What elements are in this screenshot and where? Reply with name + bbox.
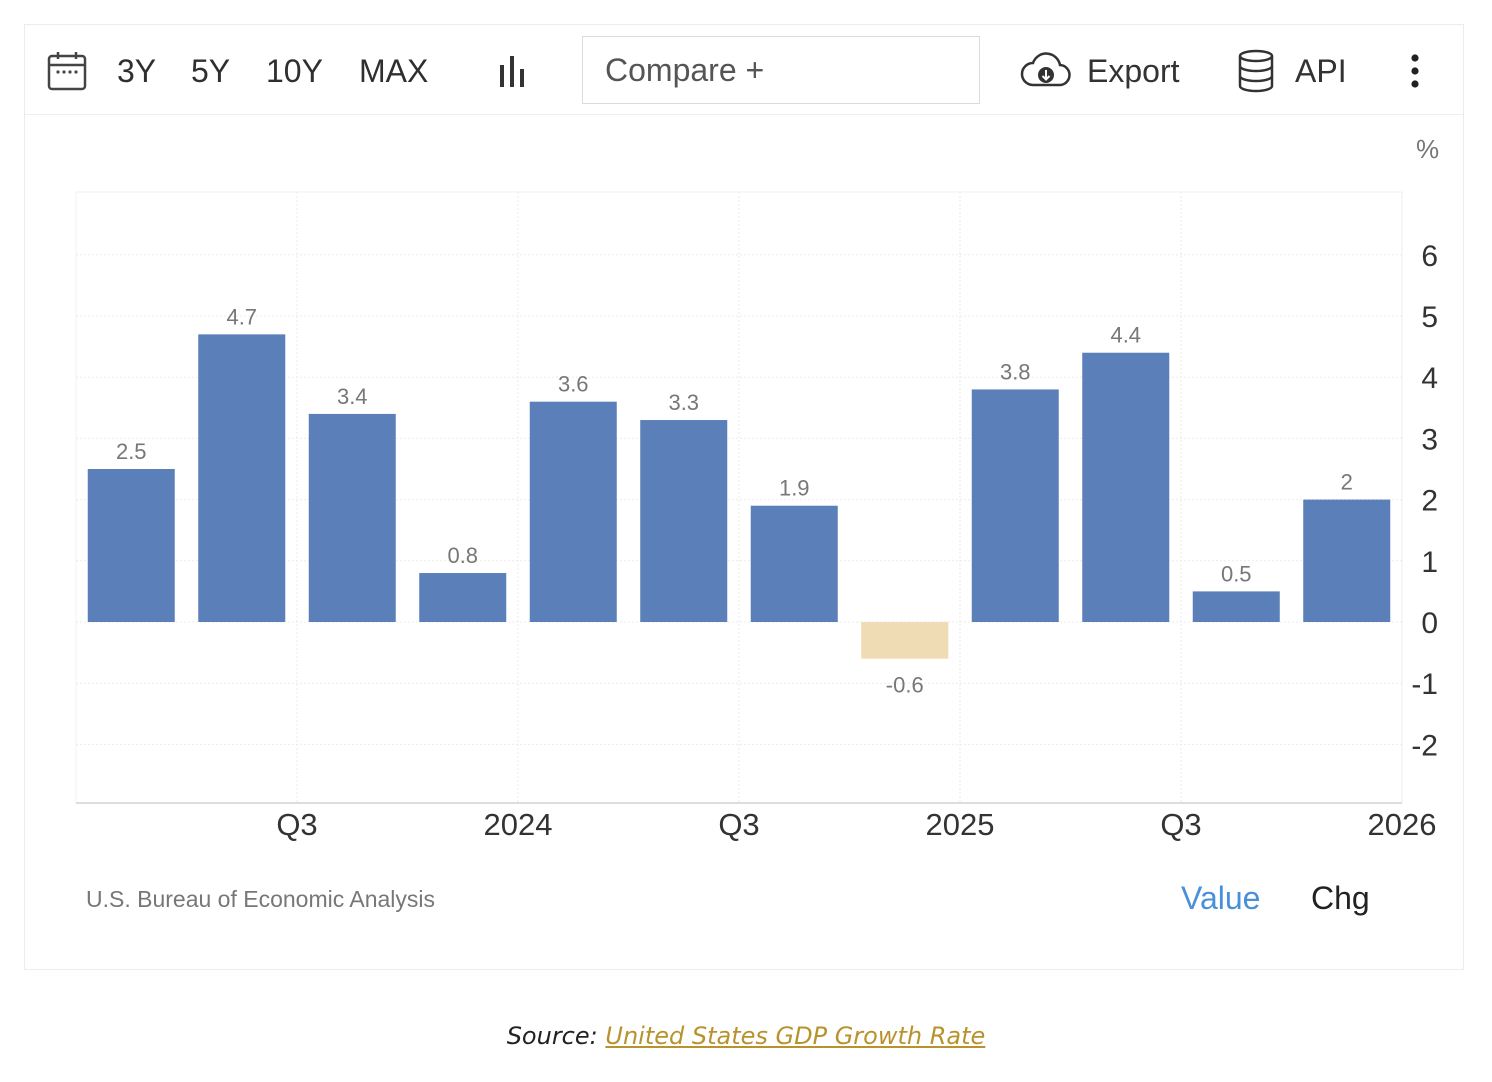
cloud-download-icon xyxy=(1019,51,1071,91)
bar-value-label: 3.6 xyxy=(558,372,589,397)
bar-value-label: 4.4 xyxy=(1110,323,1141,348)
gdp-bar-chart: 2.5 4.7 3.4 0.8 3.6 3.3 1.9 -0.6 3.8 4.4 0.5 2 6 5 4 3 2… xyxy=(75,191,1438,842)
range-3y-button[interactable]: 3Y xyxy=(117,52,157,89)
y-tick-label: 3 xyxy=(1421,423,1438,456)
bar-value-label: 3.4 xyxy=(337,384,368,409)
bar-value-label: -0.6 xyxy=(886,673,924,698)
bar-value-label: 2 xyxy=(1341,470,1353,495)
y-tick-label: 0 xyxy=(1421,607,1438,640)
source-prefix: Source: xyxy=(506,1022,598,1050)
range-5y-button[interactable]: 5Y xyxy=(191,52,231,89)
calendar-icon[interactable] xyxy=(47,47,87,95)
range-10y-button[interactable]: 10Y xyxy=(266,52,323,89)
bar[interactable] xyxy=(198,334,286,622)
api-button[interactable]: API xyxy=(1237,47,1347,95)
bar-chart-icon[interactable] xyxy=(497,47,531,95)
y-tick-label: 2 xyxy=(1421,485,1438,518)
y-tick-label: 6 xyxy=(1421,240,1438,273)
x-tick-label: Q3 xyxy=(718,807,759,842)
y-tick-label: 1 xyxy=(1421,546,1438,579)
bar[interactable] xyxy=(1303,499,1391,622)
source-link[interactable]: United States GDP Growth Rate xyxy=(605,1022,986,1050)
export-label: Export xyxy=(1087,52,1180,89)
x-tick-label: Q3 xyxy=(276,807,317,842)
y-tick-label: 4 xyxy=(1421,362,1438,395)
compare-input[interactable]: Compare + xyxy=(582,36,980,104)
bar-value-label: 3.8 xyxy=(1000,359,1031,384)
data-source-credit: U.S. Bureau of Economic Analysis xyxy=(86,886,435,912)
bar-value-label: 0.5 xyxy=(1221,561,1252,586)
x-tick-label: Q3 xyxy=(1160,807,1201,842)
bar-value-label: 4.7 xyxy=(226,304,257,329)
bar[interactable] xyxy=(1082,352,1170,622)
bar[interactable] xyxy=(529,401,617,622)
x-tick-label: 2025 xyxy=(926,807,995,842)
export-button[interactable]: Export xyxy=(1019,47,1179,95)
bar[interactable] xyxy=(419,573,507,622)
database-icon xyxy=(1237,49,1275,93)
x-tick-label: 2026 xyxy=(1368,807,1437,842)
unit-label: % xyxy=(1416,134,1440,164)
y-tick-label: 5 xyxy=(1421,301,1438,334)
chg-toggle-button[interactable]: Chg xyxy=(1311,880,1370,916)
bar[interactable] xyxy=(971,389,1059,622)
more-vertical-icon[interactable] xyxy=(1409,47,1421,95)
bar[interactable] xyxy=(1192,591,1280,622)
bar[interactable] xyxy=(750,505,838,622)
bar-value-label: 2.5 xyxy=(116,439,147,464)
bar-value-label: 3.3 xyxy=(668,390,699,415)
value-toggle-button[interactable]: Value xyxy=(1181,880,1261,916)
bar[interactable] xyxy=(640,420,728,622)
x-tick-label: 2024 xyxy=(484,807,553,842)
bar[interactable] xyxy=(308,413,396,622)
y-tick-label: -2 xyxy=(1411,729,1438,762)
bar[interactable] xyxy=(861,622,949,659)
bar-value-label: 0.8 xyxy=(447,543,478,568)
y-tick-label: -1 xyxy=(1411,668,1438,701)
api-label: API xyxy=(1295,52,1347,89)
range-max-button[interactable]: MAX xyxy=(359,52,429,89)
chart-toolbar: 3Y 5Y 10Y MAX Compare + Export xyxy=(25,25,1463,115)
bar-value-label: 1.9 xyxy=(779,476,810,501)
bar[interactable] xyxy=(87,469,175,622)
source-caption: Source: United States GDP Growth Rate xyxy=(0,1022,1492,1050)
